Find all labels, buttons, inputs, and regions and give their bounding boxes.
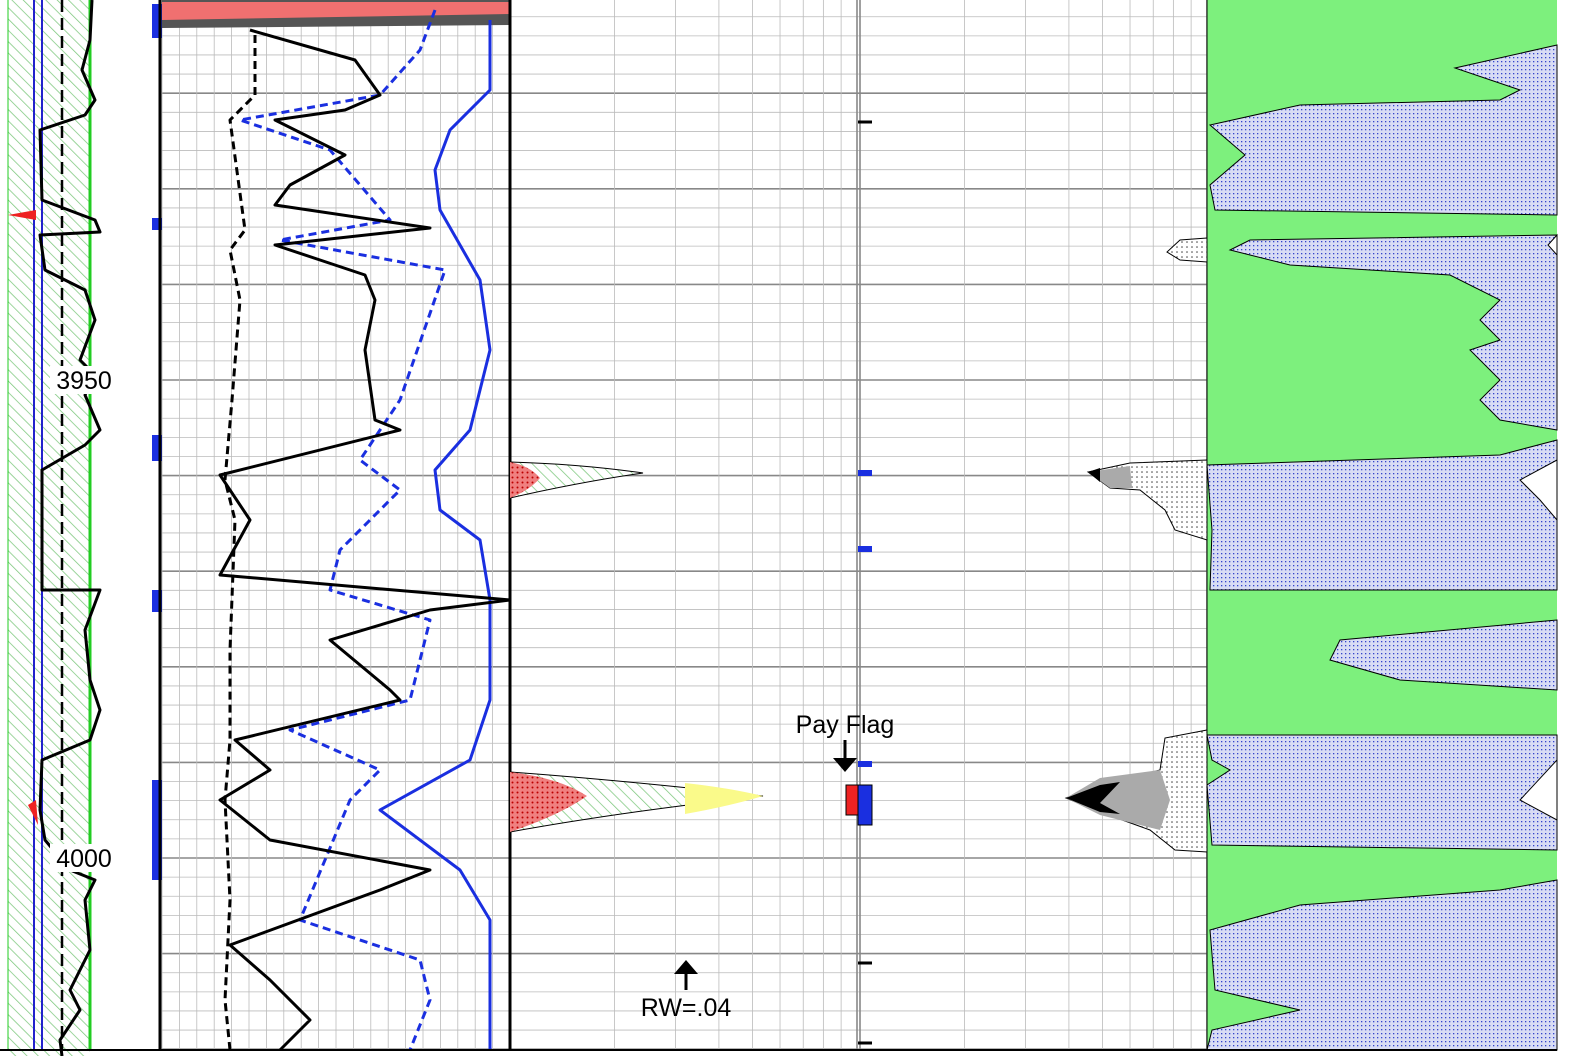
- curve: [218, 28, 512, 1052]
- marker: [152, 218, 162, 230]
- fill: [1208, 44, 1558, 216]
- fill: [1329, 619, 1558, 691]
- track-4: [1206, 0, 1558, 1051]
- marker: [152, 780, 162, 880]
- annotation: Pay Flag: [796, 711, 895, 739]
- label-bg: [50, 366, 116, 394]
- fill: [1206, 439, 1558, 591]
- markers: [152, 4, 162, 880]
- marker: [152, 435, 162, 461]
- marker: [152, 590, 162, 612]
- annotation: RW=.04: [641, 994, 732, 1022]
- curve: [223, 35, 257, 1051]
- fill: [1088, 468, 1100, 482]
- flag: [8, 210, 36, 220]
- track-2: [158, 0, 512, 1052]
- gr-curve: [38, 0, 102, 1056]
- depth-label: 4000: [56, 845, 112, 873]
- marker: [858, 470, 872, 476]
- marker: [858, 546, 872, 552]
- fill: [1066, 770, 1170, 830]
- arrow-head: [833, 758, 857, 772]
- fill: [1066, 782, 1120, 814]
- fill: [685, 783, 763, 814]
- label-bg: [50, 844, 116, 872]
- fill: [1228, 234, 1558, 431]
- fill: [1206, 734, 1558, 851]
- curve: [238, 9, 447, 1051]
- flag: [28, 800, 38, 825]
- lithology-fill: [8, 0, 90, 1056]
- marker: [858, 761, 872, 767]
- arrow-head: [674, 960, 698, 974]
- fill: [509, 461, 644, 499]
- grid: [161, 0, 1208, 1050]
- fill: [1519, 233, 1558, 821]
- fill: [162, 2, 510, 20]
- curve: [378, 20, 492, 1050]
- pay-flag-bar: [845, 784, 859, 816]
- marker: [152, 4, 162, 38]
- track-1: 3950 4000: [7, 0, 116, 1056]
- track-3: Pay Flag RW=.04: [509, 120, 1208, 1045]
- pay-flag-bar: [857, 784, 873, 826]
- depth-label: 3950: [56, 367, 112, 395]
- fill: [510, 772, 587, 832]
- fill: [510, 462, 540, 498]
